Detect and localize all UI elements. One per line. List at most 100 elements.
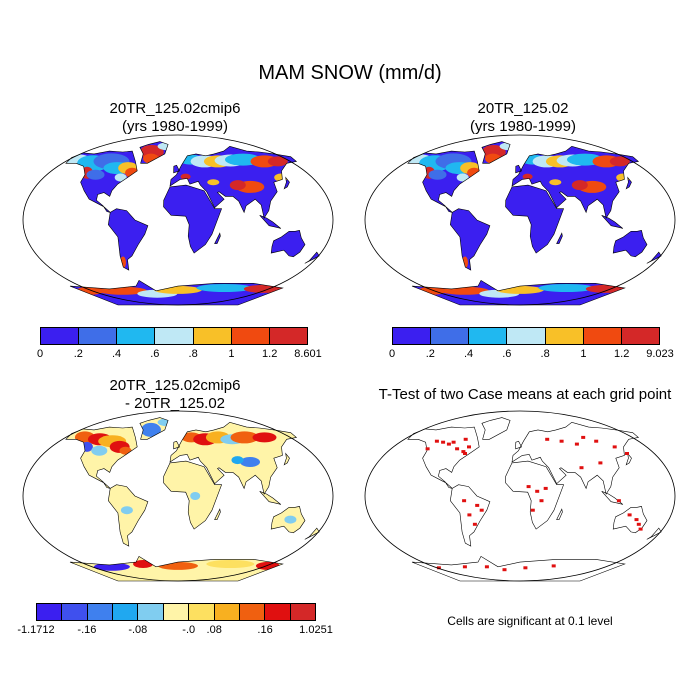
snow-cell <box>538 284 595 292</box>
colorbar-swatch <box>189 604 215 620</box>
snow-cell <box>207 179 220 186</box>
panel-title-line2: - 20TR_125.02 <box>124 395 226 412</box>
difference-cell <box>91 445 108 456</box>
difference-cell <box>133 560 154 568</box>
map-border <box>22 410 334 582</box>
colorbar-swatch <box>193 328 232 344</box>
land-indonesia <box>259 491 281 505</box>
coastline-namerica <box>407 426 480 489</box>
coastline-antarctica <box>69 555 284 582</box>
colorbar-tick-label: .16 <box>257 624 273 636</box>
colorbar-tick-label: 9.023 <box>646 348 674 360</box>
significant-cell <box>530 508 535 512</box>
significant-cell <box>451 440 456 444</box>
colorbar-tick-label: -.0 <box>182 624 196 636</box>
difference-cell <box>240 457 260 467</box>
significant-cell <box>479 508 484 512</box>
significant-cell <box>463 452 467 455</box>
colorbar-tick-label: .6 <box>150 348 160 360</box>
colorbar-tick-label: -.08 <box>128 624 148 636</box>
significant-cell <box>484 565 489 569</box>
significant-cell <box>636 522 641 526</box>
coastline-africa <box>505 184 565 254</box>
coastline-indonesia <box>601 215 624 229</box>
significant-cell <box>462 565 467 569</box>
coastline-madagascar <box>556 232 563 244</box>
panel-title-top-right: 20TR_125.02 (yrs 1980-1999) <box>378 100 668 136</box>
panel-title-bottom-left: 20TR_125.02cmip6 - 20TR_125.02 <box>30 377 320 413</box>
coastline-namerica <box>65 150 138 213</box>
difference-cell <box>284 515 297 524</box>
significant-cell <box>581 435 586 439</box>
significant-cell <box>462 499 467 503</box>
coastline-uk <box>515 164 522 174</box>
coastline-namerica <box>407 150 480 213</box>
snow-cell <box>229 180 246 191</box>
significant-cell <box>472 522 477 526</box>
coastline-samerica <box>107 484 149 547</box>
colorbar-tick-label: .08 <box>206 624 222 636</box>
colorbar-swatch <box>79 328 118 344</box>
colorbar-tick-label: 0 <box>36 348 44 360</box>
colorbar-tick-label: .2 <box>73 348 83 360</box>
significant-cell <box>634 518 639 522</box>
land-japan <box>284 453 290 465</box>
coastline-eurasia <box>511 421 640 495</box>
significant-cell <box>612 445 617 449</box>
coastline-antarctica <box>69 279 284 306</box>
land-indonesia <box>259 215 281 229</box>
significant-cell <box>539 499 544 503</box>
map-border <box>364 410 676 582</box>
snow-cell <box>267 156 288 167</box>
coastline-newzealand <box>646 251 662 264</box>
significant-cell <box>627 513 632 517</box>
colorbar-tick-label: 0 <box>388 348 396 360</box>
coastline-newzealand <box>304 527 320 540</box>
colorbar-swatch <box>621 328 659 344</box>
map-snow-case2 <box>364 134 676 306</box>
snow-cell <box>456 173 469 182</box>
panel-title-line1: 20TR_125.02 <box>477 100 569 117</box>
coastline-indonesia <box>259 491 282 505</box>
snow-cell <box>646 258 653 265</box>
significant-cell <box>502 568 507 572</box>
colorbar-tick-label: 8.601 <box>294 348 322 360</box>
land-africa <box>163 185 222 254</box>
map-border <box>364 134 676 306</box>
significant-cell <box>625 452 629 455</box>
coastline-madagascar <box>556 508 563 520</box>
coastline-eurasia <box>169 421 298 495</box>
coastline-greenland <box>481 141 511 164</box>
coastline-australia <box>270 230 306 258</box>
panel-title-bottom-right: T-Test of two Case means at each grid po… <box>352 386 698 404</box>
significant-cell <box>467 513 472 517</box>
colorbar-tick-label: 1.2 <box>262 348 278 360</box>
colorbar-tick-label: 1 <box>228 348 235 360</box>
difference-cell <box>231 456 244 465</box>
significant-cell <box>463 437 468 441</box>
significant-cell <box>436 566 441 570</box>
land-australia <box>271 230 305 257</box>
colorbar-case2-ticks: 0 .2 .4 .6 .8 1 1.2 9.023 <box>388 348 674 362</box>
significant-cell <box>551 564 556 568</box>
coastline-uk <box>515 440 522 450</box>
significant-cell <box>594 439 599 443</box>
colorbar-tick-label: .4 <box>111 348 122 360</box>
panel-title-line1: 20TR_125.02cmip6 <box>109 377 241 394</box>
colorbar-swatch <box>87 604 114 620</box>
significant-cell <box>461 450 466 454</box>
land-samerica <box>108 208 148 271</box>
colorbar-tick-label: 1 <box>580 348 587 360</box>
significant-cell <box>638 527 643 531</box>
significant-cell <box>559 439 564 443</box>
significant-cell <box>425 447 430 451</box>
colorbar-case2 <box>392 327 660 345</box>
map-snow-case1 <box>22 134 334 306</box>
coastline-greenland <box>139 141 169 164</box>
significant-cell <box>616 499 621 503</box>
colorbar-swatch <box>507 328 546 344</box>
coastline-samerica <box>107 208 149 271</box>
coastline-indonesia <box>259 215 282 229</box>
coastline-greenland <box>139 417 169 440</box>
significant-cell <box>523 566 528 570</box>
